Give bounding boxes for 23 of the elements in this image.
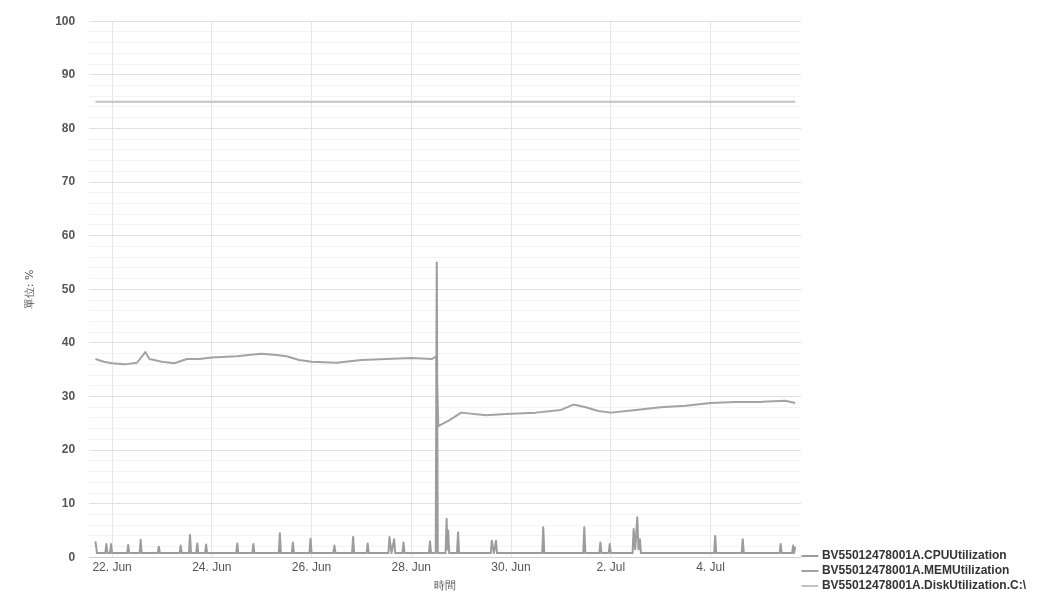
y-tick-label: 20	[61, 442, 76, 457]
y-axis-title: 單位: %	[23, 269, 37, 310]
y-tick-label: 90	[61, 67, 76, 82]
y-tick-label: 80	[61, 120, 76, 135]
y-tick-label: 10	[61, 496, 76, 511]
y-tick-label: 30	[61, 388, 76, 403]
y-tick-label: 60	[61, 227, 76, 242]
y-tick-label: 100	[55, 13, 76, 28]
x-tick-label: 30. Jun	[491, 559, 531, 574]
legend-label: BV55012478001A.CPUUtilization	[821, 548, 1007, 563]
x-tick-label: 26. Jun	[291, 559, 332, 574]
x-tick-label: 22. Jun	[92, 559, 132, 574]
y-tick-label: 50	[61, 281, 76, 296]
x-tick-label: 24. Jun	[192, 559, 232, 574]
y-tick-label: 40	[61, 335, 76, 350]
legend-label: BV55012478001A.MEMUtilization	[821, 563, 1010, 578]
x-axis-title: 時間	[434, 579, 457, 593]
x-tick-label: 28. Jun	[391, 559, 431, 574]
x-tick-label: 2. Jul	[596, 559, 626, 574]
y-tick-label: 0	[68, 549, 76, 564]
x-tick-label: 4. Jul	[696, 559, 725, 574]
y-tick-label: 70	[61, 174, 76, 189]
legend-label: BV55012478001A.DiskUtilization.C:\	[821, 578, 1027, 593]
